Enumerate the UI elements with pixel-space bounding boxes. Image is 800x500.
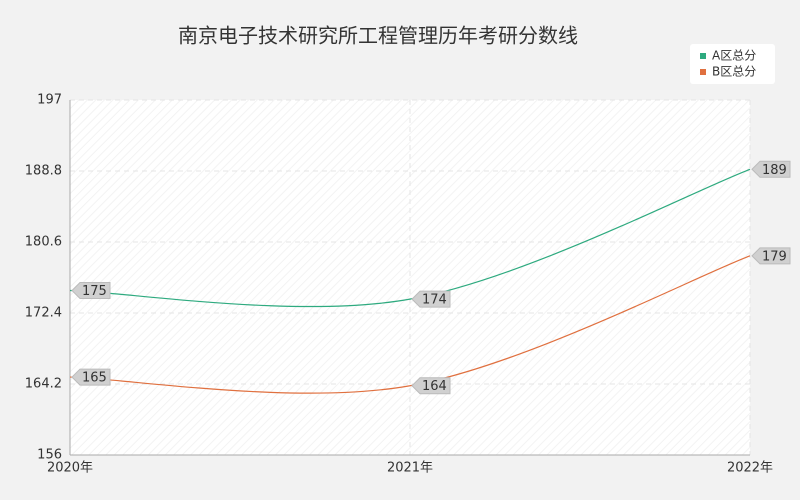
legend-label: B区总分 xyxy=(712,65,756,79)
data-label-box xyxy=(751,160,791,178)
series-line xyxy=(69,255,751,394)
chart-title: 南京电子技术研究所工程管理历年考研分数线 xyxy=(178,24,578,48)
y-tick-label: 197 xyxy=(37,93,62,108)
y-tick-label: 180.6 xyxy=(25,235,62,250)
legend-swatch xyxy=(700,69,706,75)
series-line xyxy=(69,168,751,308)
x-tick-label: 2022年 xyxy=(727,461,773,476)
data-label: 174 xyxy=(422,293,447,308)
legend-swatch xyxy=(700,53,706,59)
y-tick-label: 156 xyxy=(37,448,62,463)
data-label: 179 xyxy=(762,249,787,264)
y-tick-label: 164.2 xyxy=(25,377,62,392)
y-tick-label: 172.4 xyxy=(25,306,62,321)
x-tick-label: 2021年 xyxy=(387,461,433,476)
data-label: 175 xyxy=(82,284,107,299)
data-label-box xyxy=(71,368,111,386)
plot-area xyxy=(70,100,750,455)
y-tick-label: 188.8 xyxy=(25,164,62,179)
x-tick-label: 2020年 xyxy=(47,461,93,476)
data-label-box xyxy=(71,281,111,299)
data-label: 165 xyxy=(82,371,107,386)
data-label-box xyxy=(411,377,451,395)
data-label: 189 xyxy=(762,163,787,178)
data-label-box xyxy=(751,247,791,265)
data-label-box xyxy=(411,290,451,308)
legend-box xyxy=(690,44,775,84)
legend-label: A区总分 xyxy=(712,49,756,63)
data-label: 164 xyxy=(422,379,447,394)
